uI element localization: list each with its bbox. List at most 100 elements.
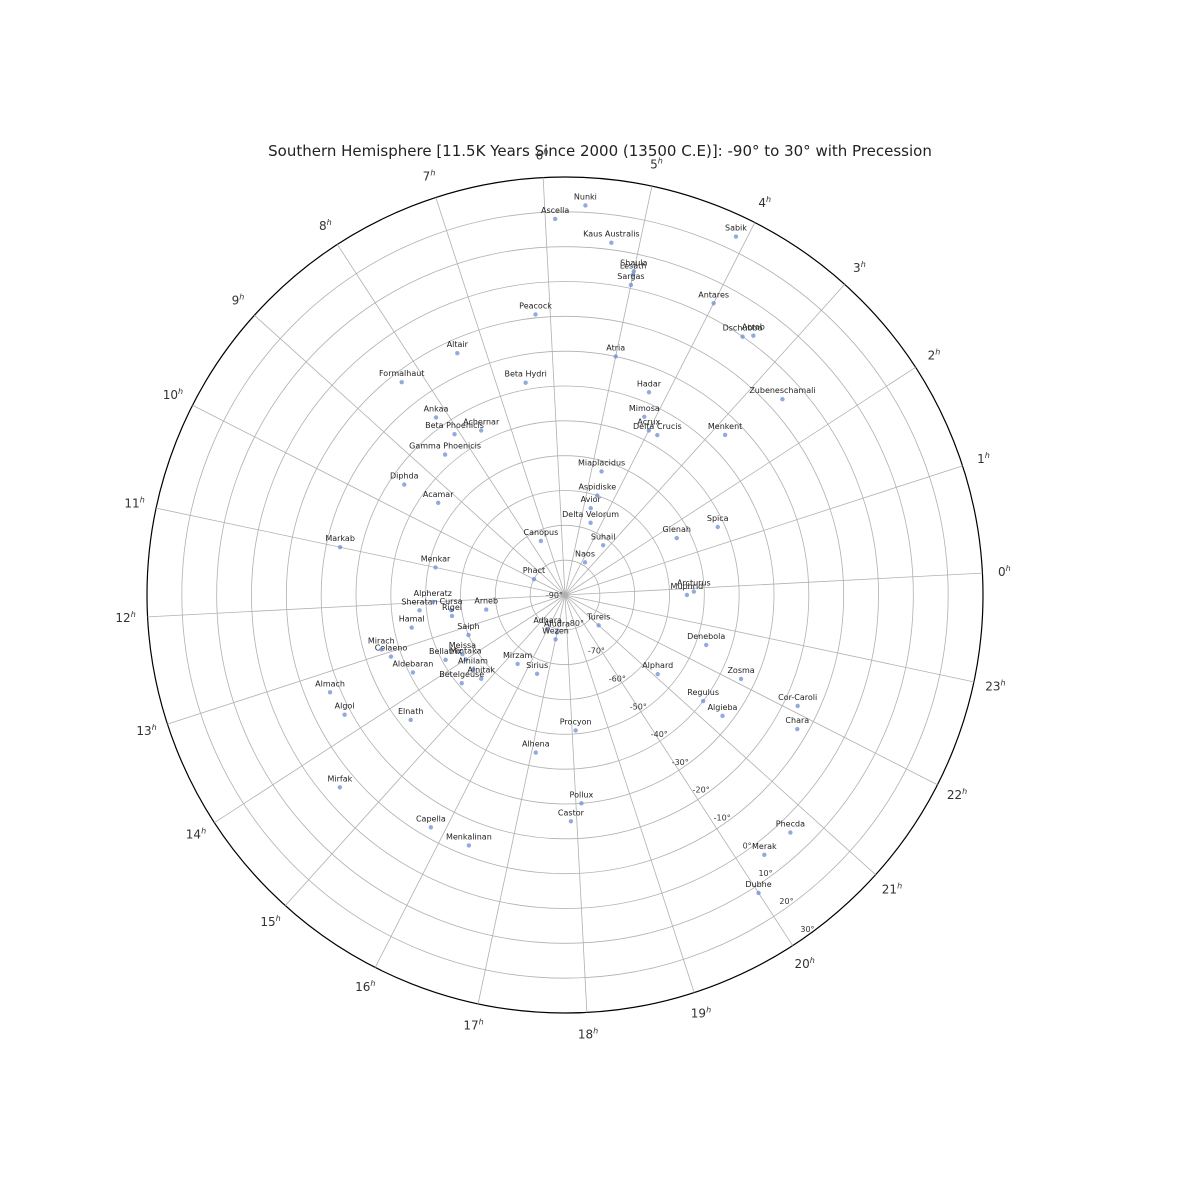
star-label: Ankaa bbox=[424, 404, 449, 413]
star-label: Atria bbox=[606, 343, 625, 352]
star-marker bbox=[701, 699, 705, 703]
star-marker bbox=[553, 217, 557, 221]
hour-label: 11h bbox=[124, 496, 144, 511]
radial-tick-label: -90° bbox=[546, 591, 563, 600]
hour-label: 4h bbox=[758, 195, 771, 210]
star-label: Almach bbox=[315, 679, 345, 688]
hour-label: 7h bbox=[423, 169, 436, 184]
star-marker bbox=[466, 633, 470, 637]
hour-label: 21h bbox=[882, 881, 902, 896]
star-label: Markab bbox=[325, 534, 355, 543]
radial-tick-label: 20° bbox=[779, 897, 793, 906]
hour-label: 9h bbox=[232, 293, 245, 308]
star-marker bbox=[675, 536, 679, 540]
radial-tick-label: 10° bbox=[758, 869, 772, 878]
star-marker bbox=[434, 415, 438, 419]
angular-grid-ray bbox=[565, 367, 916, 595]
polar-star-chart: 0h1h2h3h4h5h6h7h8h9h10h11h12h13h14h15h16… bbox=[0, 0, 1200, 1200]
star-marker bbox=[780, 397, 784, 401]
radial-tick-label: -70° bbox=[588, 647, 605, 656]
hour-label: 3h bbox=[853, 260, 866, 275]
hour-label: 0h bbox=[998, 564, 1011, 579]
star-label: Aspidiske bbox=[578, 483, 616, 492]
angular-grid-ray bbox=[285, 595, 565, 906]
angular-grid-ray bbox=[565, 595, 974, 682]
star-label: Merak bbox=[752, 842, 777, 851]
star-label: Procyon bbox=[560, 717, 592, 726]
hour-label: 1h bbox=[977, 451, 990, 466]
star-marker bbox=[711, 301, 715, 305]
hour-label: 14h bbox=[186, 827, 206, 842]
star-marker bbox=[523, 380, 527, 384]
hour-label: 15h bbox=[260, 914, 280, 929]
star-label: Elnath bbox=[398, 707, 423, 716]
star-marker bbox=[599, 469, 603, 473]
star-marker bbox=[515, 662, 519, 666]
star-label: Delta Velorum bbox=[562, 510, 619, 519]
hour-label: 19h bbox=[691, 1005, 711, 1020]
star-label: Beta Hydri bbox=[504, 370, 546, 379]
star-label: Alhena bbox=[522, 740, 550, 749]
star-marker bbox=[704, 643, 708, 647]
star-label: Achernar bbox=[463, 418, 500, 427]
star-label: Pollux bbox=[570, 790, 594, 799]
star-marker bbox=[795, 704, 799, 708]
star-label: Mirzam bbox=[503, 651, 533, 660]
star-label: Mimosa bbox=[629, 404, 660, 413]
star-marker bbox=[579, 801, 583, 805]
radial-tick-label: -50° bbox=[630, 702, 647, 711]
star-marker bbox=[588, 521, 592, 525]
star-marker bbox=[656, 672, 660, 676]
star-marker bbox=[533, 312, 537, 316]
star-marker bbox=[716, 525, 720, 529]
star-marker bbox=[795, 727, 799, 731]
star-marker bbox=[431, 600, 435, 604]
star-marker bbox=[609, 241, 613, 245]
hour-label: 12h bbox=[115, 610, 135, 625]
angular-grid-ray bbox=[565, 284, 845, 595]
angular-grid-ray bbox=[193, 405, 565, 595]
star-label: Lesath bbox=[620, 262, 647, 271]
star-label: Hamal bbox=[399, 615, 425, 624]
star-label: Sabik bbox=[725, 224, 747, 233]
star-label: Chara bbox=[785, 716, 809, 725]
star-marker bbox=[433, 565, 437, 569]
star-marker bbox=[569, 819, 573, 823]
star-marker bbox=[553, 637, 557, 641]
star-marker bbox=[539, 539, 543, 543]
star-marker bbox=[720, 714, 724, 718]
radial-tick-label: -30° bbox=[672, 758, 689, 767]
hour-label: 18h bbox=[578, 1026, 598, 1041]
star-label: Regulus bbox=[687, 688, 719, 697]
radial-tick-label: -60° bbox=[609, 674, 626, 683]
star-label: Dschubba bbox=[723, 324, 763, 333]
star-label: Saiph bbox=[457, 622, 479, 631]
star-marker bbox=[417, 608, 421, 612]
star-marker bbox=[573, 728, 577, 732]
hour-label: 20h bbox=[794, 956, 814, 971]
star-marker bbox=[534, 750, 538, 754]
star-label: Cor-Caroli bbox=[778, 693, 817, 702]
hour-label: 6h bbox=[536, 148, 549, 163]
star-label: Algieba bbox=[708, 703, 738, 712]
star-label: Antares bbox=[698, 290, 729, 299]
star-marker bbox=[429, 825, 433, 829]
star-marker bbox=[443, 452, 447, 456]
star-marker bbox=[535, 672, 539, 676]
star-label: Miaplacidus bbox=[578, 458, 625, 467]
star-label: Zubeneschamali bbox=[749, 386, 815, 395]
hour-label: 2h bbox=[928, 347, 941, 362]
hour-label: 8h bbox=[319, 218, 332, 233]
star-label: Avior bbox=[581, 495, 602, 504]
star-marker bbox=[379, 647, 383, 651]
star-marker bbox=[443, 658, 447, 662]
star-label: Kaus Australis bbox=[583, 230, 639, 239]
star-label: Acamar bbox=[423, 490, 454, 499]
star-label: Betelgeuse bbox=[439, 670, 484, 679]
star-label: Hadar bbox=[637, 379, 662, 388]
star-marker bbox=[532, 577, 536, 581]
star-label: Muphrid bbox=[671, 582, 704, 591]
star-label: Rigel bbox=[442, 603, 462, 612]
star-marker bbox=[655, 433, 659, 437]
star-marker bbox=[734, 234, 738, 238]
